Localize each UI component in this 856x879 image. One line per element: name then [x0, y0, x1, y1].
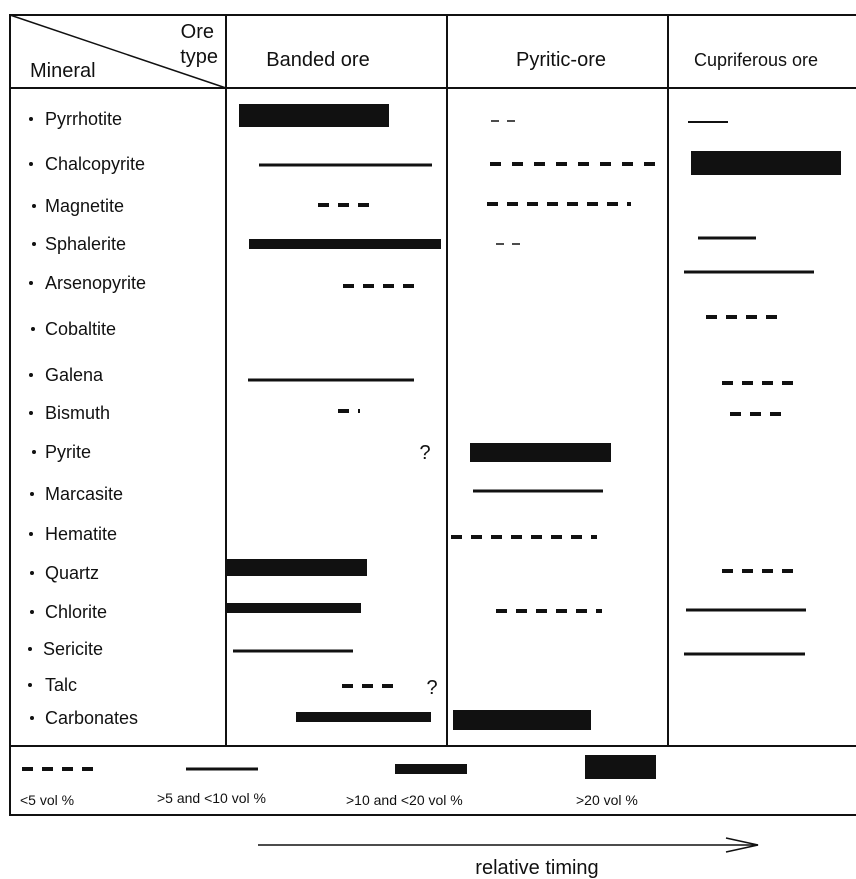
bullet-icon — [30, 571, 34, 575]
legend-swatch-medium — [395, 764, 467, 774]
bar-medium — [226, 603, 361, 613]
bullet-icon — [31, 327, 35, 331]
mineral-label: Magnetite — [45, 196, 124, 216]
mineral-row: Galena — [29, 365, 104, 385]
mineral-label: Cobaltite — [45, 319, 116, 339]
corner-label-mineral: Mineral — [30, 60, 96, 82]
timing-arrow — [258, 837, 759, 853]
mineral-label: Chalcopyrite — [45, 154, 145, 174]
legend-label: <5 vol % — [20, 792, 74, 808]
timing-label: relative timing — [475, 857, 598, 879]
bullet-icon — [30, 492, 34, 496]
mineral-label: Pyrrhotite — [45, 109, 122, 129]
bullet-icon — [32, 450, 36, 454]
mineral-labels: Pyrrhotite Chalcopyrite Magnetite Sphale… — [28, 109, 146, 728]
bullet-icon — [30, 610, 34, 614]
mineral-row: Arsenopyrite — [29, 273, 146, 293]
legend-label: >20 vol % — [576, 792, 638, 808]
bullet-icon — [29, 162, 33, 166]
question-mark-pyrite: ? — [419, 442, 430, 464]
mineral-row: Carbonates — [30, 708, 138, 728]
corner-label-ore: Ore — [181, 21, 214, 43]
bullet-icon — [29, 281, 33, 285]
mineral-label: Quartz — [45, 563, 99, 583]
mineral-row: Talc — [28, 675, 77, 695]
column-header-cupriferous: Cupriferous ore — [694, 50, 818, 70]
mineral-label: Carbonates — [45, 708, 138, 728]
arrow-head-icon — [725, 837, 759, 853]
bar-thick — [239, 104, 389, 127]
bullet-icon — [29, 411, 33, 415]
bullet-icon — [28, 683, 32, 687]
bar-thick — [226, 559, 367, 576]
mineral-row: Sericite — [28, 639, 103, 659]
bar-thick — [470, 443, 611, 462]
mineral-label: Talc — [45, 675, 77, 695]
legend-label: >5 and <10 vol % — [157, 790, 266, 806]
mineral-label: Galena — [45, 365, 104, 385]
bullet-icon — [32, 204, 36, 208]
mineral-label: Sphalerite — [45, 234, 126, 254]
mineral-row: Cobaltite — [31, 319, 116, 339]
column-header-pyritic: Pyritic-ore — [516, 49, 606, 71]
bar-thick — [453, 710, 591, 730]
mineral-label: Arsenopyrite — [45, 273, 146, 293]
mineral-row: Chlorite — [30, 602, 107, 622]
legend-swatch-thick — [585, 755, 656, 779]
mineral-row: Marcasite — [30, 484, 123, 504]
legend: <5 vol % >5 and <10 vol % >10 and <20 vo… — [20, 755, 656, 808]
mineral-row: Sphalerite — [32, 234, 126, 254]
mineral-row: Pyrrhotite — [29, 109, 122, 129]
column-header-banded: Banded ore — [266, 49, 369, 71]
table-frame — [9, 14, 856, 816]
mineral-label: Bismuth — [45, 403, 110, 423]
bullet-icon — [29, 373, 33, 377]
legend-label: >10 and <20 vol % — [346, 792, 463, 808]
corner-label-type: type — [180, 46, 218, 68]
bullet-icon — [29, 117, 33, 121]
mineral-row: Chalcopyrite — [29, 154, 145, 174]
mineral-label: Pyrite — [45, 442, 91, 462]
mineral-row: Hematite — [29, 524, 117, 544]
mineral-label: Hematite — [45, 524, 117, 544]
mineral-row: Bismuth — [29, 403, 110, 423]
question-mark-talc: ? — [426, 677, 437, 699]
mineral-label: Sericite — [43, 639, 103, 659]
bar-medium — [249, 239, 441, 249]
bar-thick — [691, 151, 841, 175]
corner-diagonal — [9, 14, 227, 89]
mineral-label: Chlorite — [45, 602, 107, 622]
bar-medium — [296, 712, 431, 722]
occurrence-bars — [226, 104, 841, 730]
mineral-label: Marcasite — [45, 484, 123, 504]
mineral-row: Quartz — [30, 563, 99, 583]
bullet-icon — [30, 716, 34, 720]
bullet-icon — [32, 242, 36, 246]
bullet-icon — [28, 647, 32, 651]
mineral-row: Magnetite — [32, 196, 124, 216]
mineral-row: Pyrite — [32, 442, 91, 462]
bullet-icon — [29, 532, 33, 536]
